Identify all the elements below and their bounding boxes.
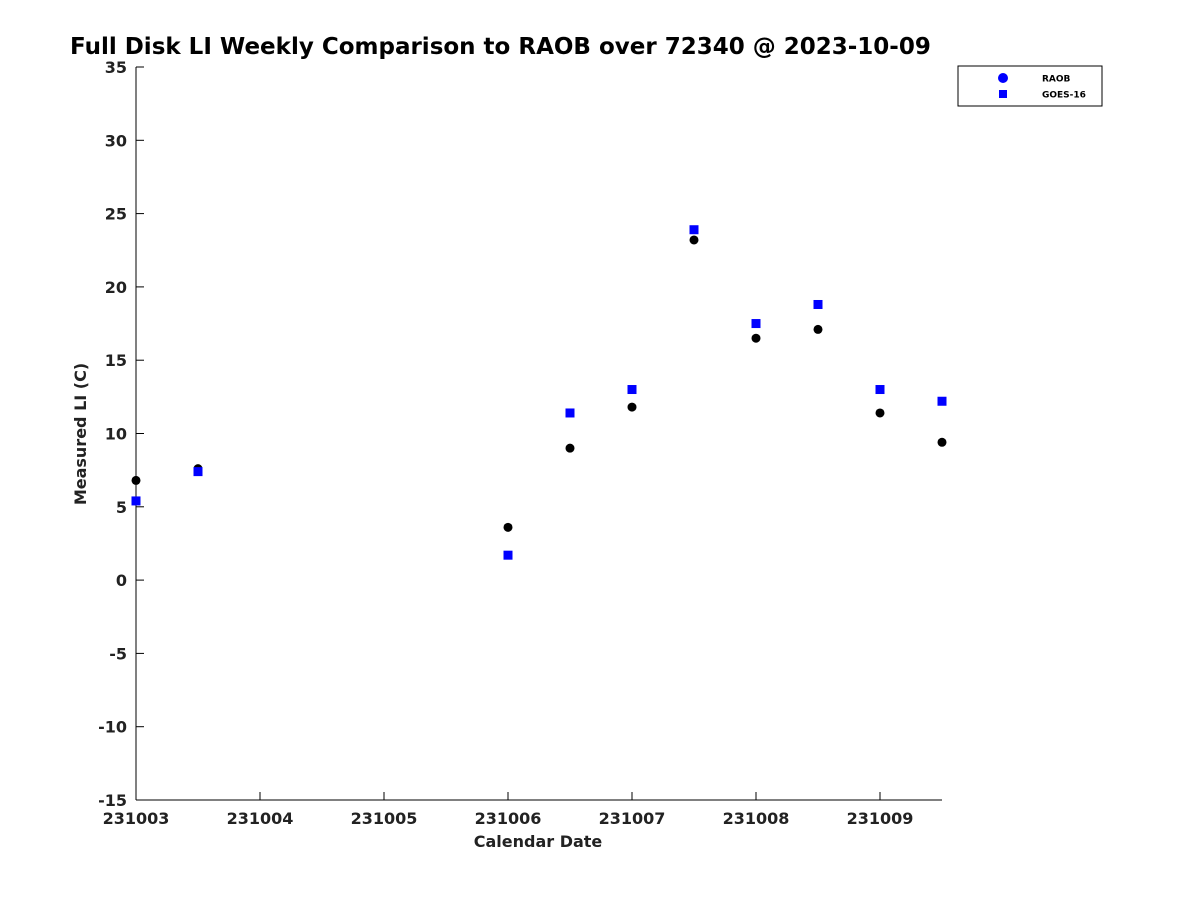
x-axis-label: Calendar Date — [474, 832, 603, 851]
x-tick-label: 231006 — [475, 809, 542, 828]
y-tick-label: 10 — [105, 425, 127, 444]
raob-point — [875, 408, 885, 418]
x-tick-label: 231008 — [723, 809, 790, 828]
goes-16-point — [131, 496, 141, 506]
y-tick-label: 20 — [105, 278, 127, 297]
y-axis-label: Measured LI (C) — [71, 363, 90, 505]
y-axis-ticks: 35 30 25 20 15 10 5 0 -5 -10 -15 — [98, 58, 144, 810]
y-tick-label: 15 — [105, 351, 127, 370]
y-tick-label: -5 — [109, 644, 127, 663]
raob-point — [937, 437, 947, 447]
legend-raob-marker — [998, 73, 1008, 83]
legend: RAOB GOES-16 — [957, 65, 1103, 107]
goes-16-point — [193, 467, 203, 477]
y-tick-label: 30 — [105, 131, 127, 150]
goes-16-point — [627, 385, 637, 395]
x-tick-label: 231007 — [599, 809, 666, 828]
raob-point — [813, 324, 823, 334]
goes-16-point — [937, 396, 947, 406]
x-tick-label: 231009 — [847, 809, 914, 828]
y-tick-label: 25 — [105, 205, 127, 224]
goes-16-point — [751, 319, 761, 329]
y-tick-label: 35 — [105, 58, 127, 77]
legend-goes-16-marker — [999, 90, 1007, 98]
goes-16-point — [875, 385, 885, 395]
raob-point — [627, 402, 637, 412]
x-tick-label: 231003 — [103, 809, 170, 828]
legend-box — [957, 65, 1103, 107]
x-tick-label: 231005 — [351, 809, 418, 828]
goes-16-point — [813, 299, 823, 309]
goes-16-point — [689, 225, 699, 235]
data-points — [131, 225, 947, 560]
y-tick-label: 0 — [116, 571, 127, 590]
y-tick-label: -15 — [98, 791, 127, 810]
raob-point — [689, 235, 699, 245]
legend-goes-16-label: GOES-16 — [1042, 91, 1086, 101]
y-tick-label: 5 — [116, 498, 127, 517]
legend-raob-label: RAOB — [1042, 75, 1071, 85]
x-axis-ticks: 231003 231004 231005 231006 231007 231008 2310… — [103, 792, 914, 828]
raob-point — [131, 475, 141, 485]
y-tick-label: -10 — [98, 718, 127, 737]
goes-16-point — [503, 550, 513, 560]
x-tick-label: 231004 — [227, 809, 294, 828]
chart-title: Full Disk LI Weekly Comparison to RAOB o… — [70, 34, 931, 60]
raob-point — [503, 522, 513, 532]
raob-point — [751, 333, 761, 343]
raob-point — [565, 443, 575, 453]
goes-16-point — [565, 408, 575, 418]
